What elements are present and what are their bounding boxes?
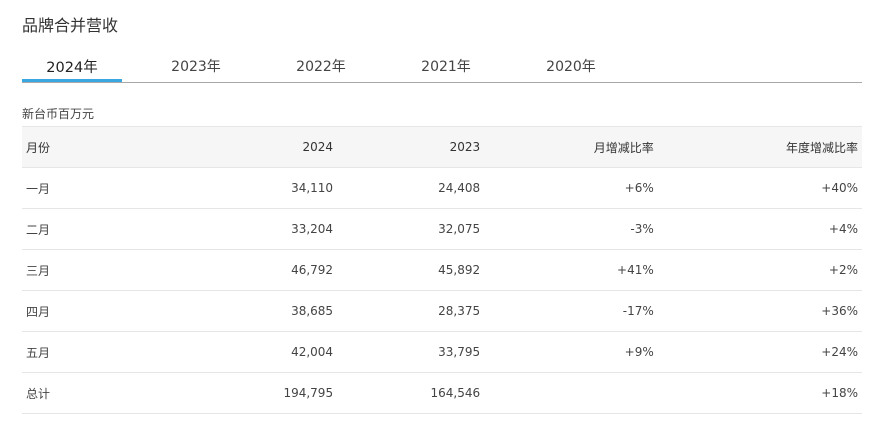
cell-2023: 33,795 [337,331,485,373]
cell-2024: 194,795 [190,372,338,414]
cell-month: 总计 [22,372,190,414]
cell-yoy: +4% [657,208,862,250]
cell-mom [484,372,658,414]
cell-yoy: +36% [657,290,862,332]
cell-mom: +6% [484,167,658,209]
table-row: 二月 33,204 32,075 -3% +4% [22,208,862,250]
tab-2023[interactable]: 2023年 [171,59,221,75]
cell-mom: +41% [484,249,658,291]
table-row: 四月 38,685 28,375 -17% +36% [22,290,862,332]
table-row: 一月 34,110 24,408 +6% +40% [22,167,862,209]
col-header-month: 月份 [22,126,190,168]
cell-yoy: +2% [657,249,862,291]
cell-2023: 32,075 [337,208,485,250]
cell-2024: 46,792 [190,249,338,291]
cell-month: 二月 [22,208,190,250]
page-title: 品牌合并营收 [22,16,119,35]
unit-label: 新台币百万元 [22,107,95,121]
tab-2024[interactable]: 2024年 [46,60,98,76]
cell-2023: 24,408 [337,167,485,209]
cell-mom: -3% [484,208,658,250]
col-header-2023: 2023 [337,126,485,168]
cell-2023: 28,375 [337,290,485,332]
tab-2020[interactable]: 2020年 [546,59,596,75]
cell-2023: 164,546 [337,372,485,414]
cell-2023: 45,892 [337,249,485,291]
cell-2024: 38,685 [190,290,338,332]
cell-month: 四月 [22,290,190,332]
table-header-row: 月份 2024 2023 月增减比率 年度增减比率 [22,126,862,168]
cell-mom: -17% [484,290,658,332]
tab-2021[interactable]: 2021年 [421,59,471,75]
table-row: 三月 46,792 45,892 +41% +2% [22,249,862,291]
cell-month: 三月 [22,249,190,291]
year-tabs: 2024年 2023年 2022年 2021年 2020年 [22,52,862,83]
table-row: 五月 42,004 33,795 +9% +24% [22,331,862,373]
table-row-total: 总计 194,795 164,546 +18% [22,372,862,414]
tab-2022[interactable]: 2022年 [296,59,346,75]
col-header-yoy-change: 年度增减比率 [657,126,862,168]
cell-mom: +9% [484,331,658,373]
active-tab-indicator [22,79,122,82]
cell-month: 一月 [22,167,190,209]
col-header-2024: 2024 [190,126,338,168]
cell-month: 五月 [22,331,190,373]
cell-2024: 33,204 [190,208,338,250]
col-header-mom-change: 月增减比率 [484,126,658,168]
cell-yoy: +40% [657,167,862,209]
cell-yoy: +24% [657,331,862,373]
cell-2024: 42,004 [190,331,338,373]
cell-2024: 34,110 [190,167,338,209]
revenue-table: 月份 2024 2023 月增减比率 年度增减比率 一月 34,110 24,4… [22,126,862,414]
cell-yoy: +18% [657,372,862,414]
